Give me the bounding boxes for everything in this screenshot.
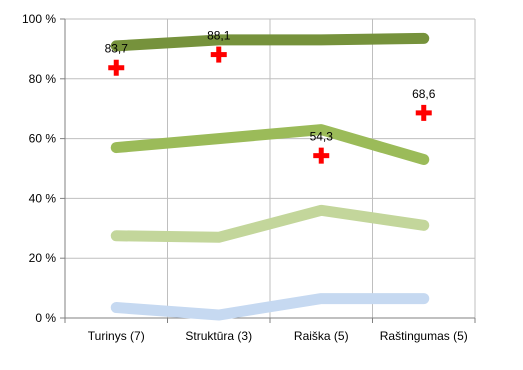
series-group	[110, 32, 430, 321]
series-line-2	[110, 204, 430, 243]
marker-point	[210, 46, 227, 63]
marker-group: 83,7 88,1 54,3 68,6	[105, 29, 436, 164]
marker-point	[415, 104, 432, 121]
data-label: 88,1	[207, 29, 231, 43]
y-tick-label: 80 %	[29, 72, 57, 86]
series-line-3	[110, 124, 430, 166]
x-tick-label: Turinys (7)	[88, 329, 145, 343]
data-label: 68,6	[412, 87, 436, 101]
data-label: 83,7	[105, 42, 129, 56]
data-label: 54,3	[310, 130, 334, 144]
marker-bar-vertical	[113, 59, 119, 76]
y-tick-label: 40 %	[29, 191, 57, 205]
y-tick-label: 100 %	[22, 12, 56, 26]
marker-point	[108, 59, 125, 76]
y-tick-label: 60 %	[29, 132, 57, 146]
grid	[65, 18, 476, 318]
x-tick-label: Raštingumas (5)	[380, 329, 468, 343]
y-tick-label: 0 %	[35, 311, 56, 325]
marker-bar-vertical	[421, 104, 427, 121]
marker-point	[313, 147, 330, 164]
x-tick-label: Struktūra (3)	[185, 329, 252, 343]
series-line-1	[110, 293, 430, 321]
marker-bar-vertical	[318, 147, 324, 164]
axes: 0 % 20 % 40 % 60 % 80 % 100 % Turinys (7) Struk…	[22, 12, 476, 343]
marker-bar-vertical	[216, 46, 222, 63]
x-tick-label: Raiška (5)	[294, 329, 349, 343]
series-line-4	[110, 32, 430, 52]
y-tick-label: 20 %	[29, 251, 57, 265]
